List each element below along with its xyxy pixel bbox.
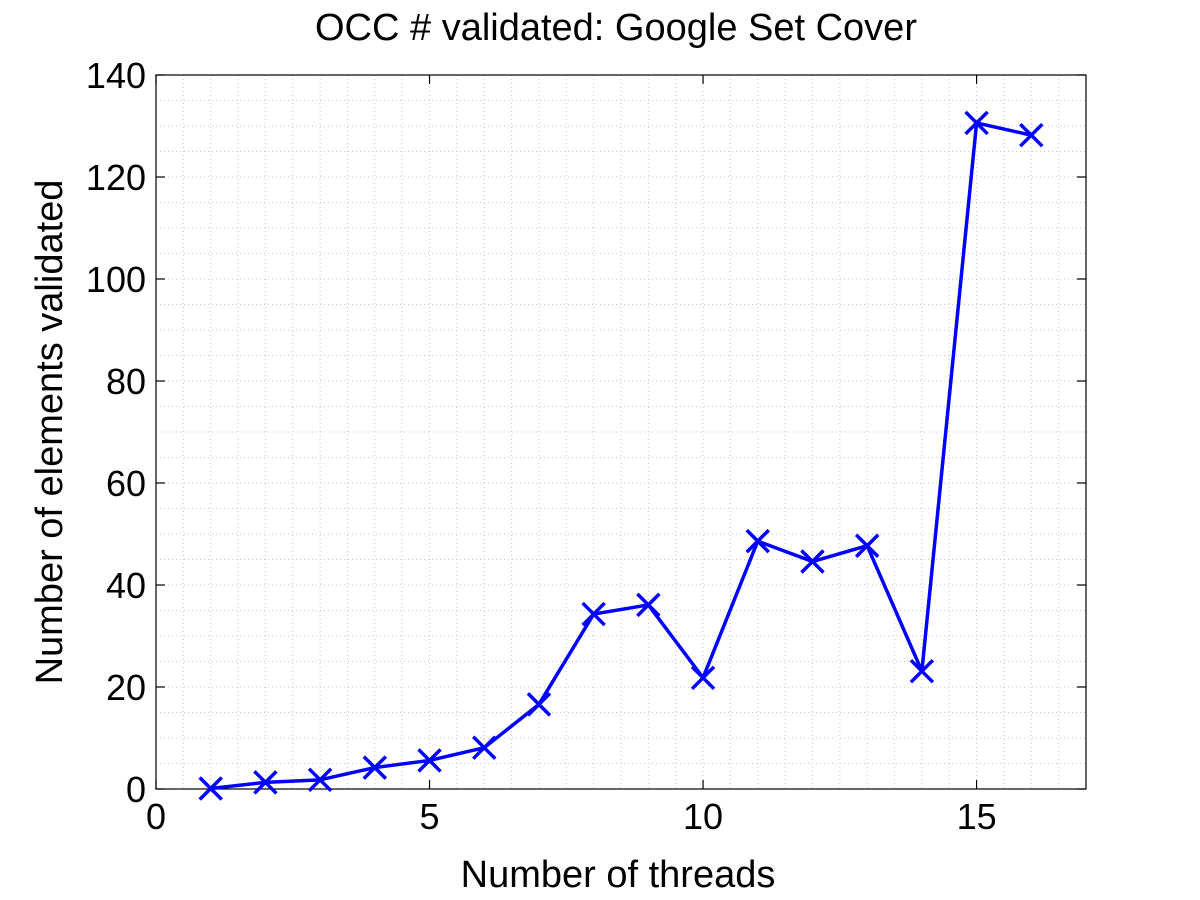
x-tick-label: 10 <box>683 796 723 837</box>
series-layer <box>198 110 1044 801</box>
marker-stroke <box>745 528 771 554</box>
data-point-marker <box>690 665 716 691</box>
series-line <box>210 121 1032 791</box>
marker-stroke <box>198 776 223 801</box>
data-point-marker <box>253 770 278 795</box>
y-axis-label: Number of elements validated <box>29 180 71 685</box>
marker-stroke <box>800 549 825 574</box>
marker-stroke <box>253 770 278 795</box>
marker-stroke <box>909 658 935 684</box>
y-tick-label: 20 <box>106 667 146 708</box>
marker-stroke <box>526 692 552 717</box>
x-tick-label: 0 <box>146 796 166 837</box>
x-tick-label: 5 <box>420 796 440 837</box>
data-point-marker <box>1019 122 1044 148</box>
marker-stroke <box>964 110 989 136</box>
marker-stroke <box>854 533 880 558</box>
data-point-marker <box>362 755 388 780</box>
data-point-marker <box>526 692 552 717</box>
data-point-marker <box>636 592 661 618</box>
data-point-marker <box>800 549 825 574</box>
data-point-marker <box>198 776 223 801</box>
marker-stroke <box>690 665 716 691</box>
marker-stroke <box>417 748 442 773</box>
grid <box>155 74 1087 790</box>
data-point-marker <box>471 735 497 760</box>
marker-stroke <box>1019 122 1044 148</box>
x-tick-label: 15 <box>957 796 997 837</box>
data-point-marker <box>417 748 442 773</box>
y-tick-label: 60 <box>106 463 146 504</box>
data-point-marker <box>581 601 606 627</box>
marker-stroke <box>636 592 661 618</box>
data-point-marker <box>909 658 935 684</box>
y-tick-label: 120 <box>86 157 146 198</box>
y-tick-label: 100 <box>86 259 146 300</box>
x-axis-label: Number of threads <box>461 854 776 896</box>
y-tick-label: 0 <box>126 769 146 810</box>
plot-area-frame <box>155 74 1087 790</box>
y-tick-label: 80 <box>106 361 146 402</box>
axis-ticks: 0 5 10 15 0 20 40 60 80 100 120 140 <box>86 55 1086 837</box>
y-tick-label: 40 <box>106 565 146 606</box>
marker-stroke <box>471 735 497 760</box>
data-point-marker <box>964 110 989 136</box>
data-point-marker <box>307 767 333 793</box>
marker-stroke <box>307 767 333 793</box>
data-point-marker <box>854 533 880 558</box>
chart-title: OCC # validated: Google Set Cover <box>315 7 917 49</box>
y-tick-label: 140 <box>86 55 146 96</box>
data-point-marker <box>745 528 771 554</box>
marker-stroke <box>362 755 388 780</box>
marker-stroke <box>581 601 606 627</box>
